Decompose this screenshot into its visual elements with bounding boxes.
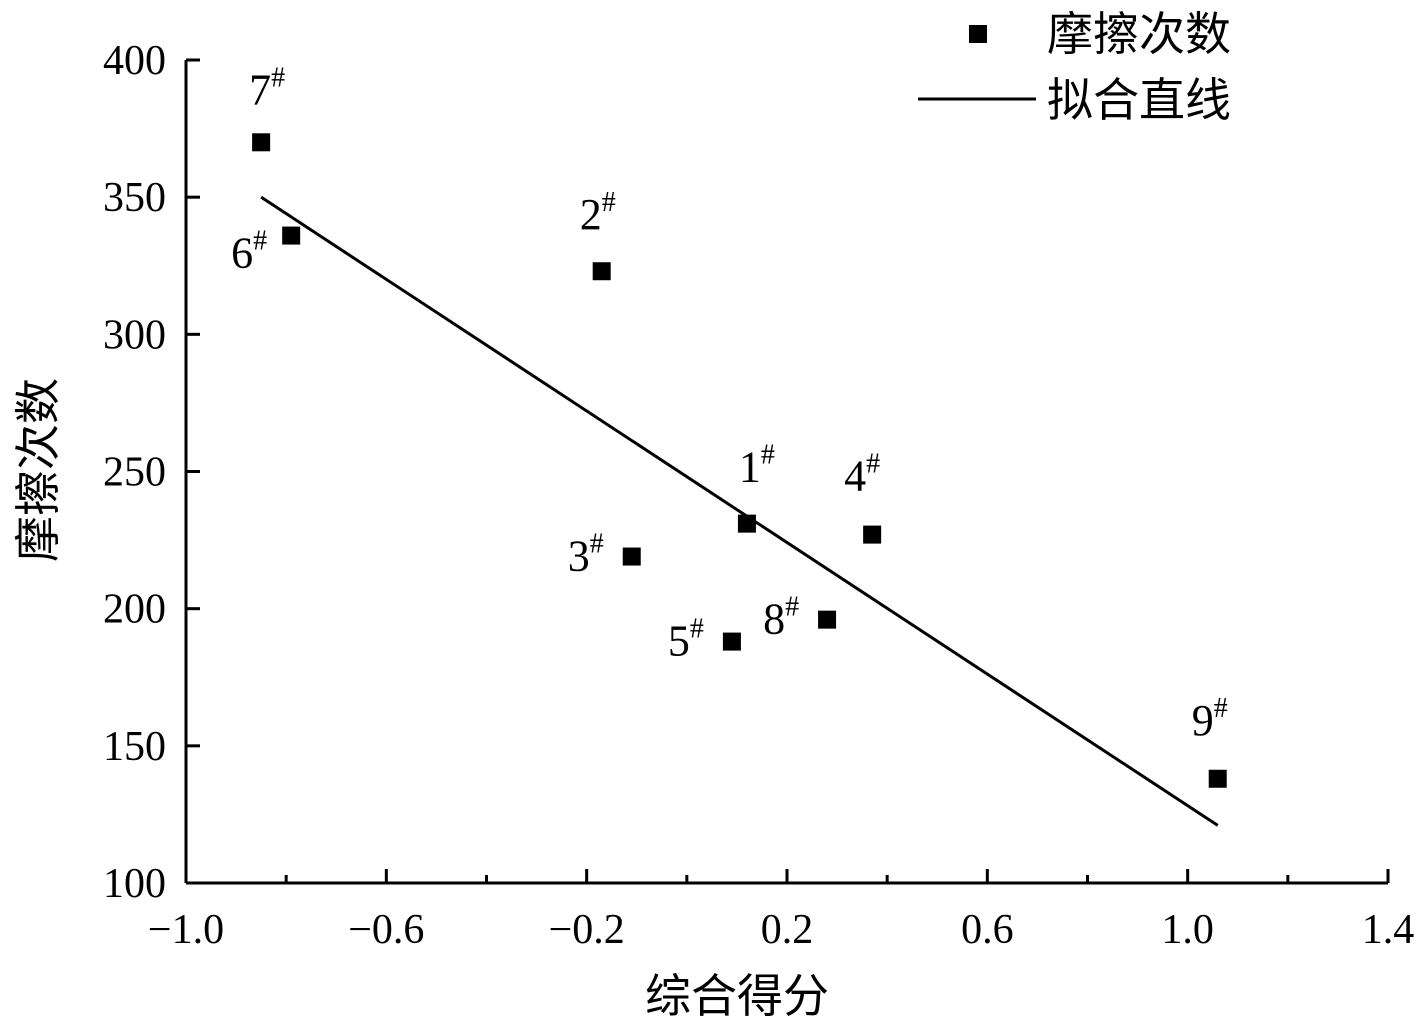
fit-line	[260, 195, 1219, 827]
axes: −1.0 −0.6 −0.2 0.2 0.6 1.0 1.4 100 150 200 250 300 3…	[103, 38, 1414, 953]
data-point	[282, 226, 301, 245]
data-point	[1208, 769, 1227, 788]
data-point	[737, 514, 756, 533]
x-axis-title: 综合得分	[645, 969, 829, 1023]
data-point	[252, 133, 271, 152]
y-tick-label: 300	[103, 312, 166, 358]
data-points	[252, 133, 1227, 788]
legend-line-label: 拟合直线	[1047, 73, 1231, 127]
y-tick-label: 200	[103, 587, 166, 633]
y-tick-label: 100	[103, 861, 166, 907]
y-tick-label: 250	[103, 450, 166, 496]
point-label: 1#	[739, 440, 775, 492]
point-label: 4#	[844, 449, 880, 501]
x-tick-label: −0.6	[348, 907, 424, 953]
legend-points-label: 摩擦次数	[1047, 7, 1231, 61]
legend-marker-square	[969, 25, 987, 43]
data-point	[863, 525, 882, 544]
x-tick-label: 0.2	[761, 907, 814, 953]
point-label: 2#	[580, 187, 616, 239]
x-tick-label: 0.6	[961, 907, 1014, 953]
x-tick-label: −1.0	[148, 907, 224, 953]
y-tick-label: 400	[103, 38, 166, 84]
x-tick-label: 1.0	[1161, 907, 1214, 953]
point-label: 7#	[249, 62, 285, 114]
point-label: 5#	[668, 614, 704, 666]
point-label: 9#	[1192, 693, 1228, 745]
y-axis-title: 摩擦次数	[11, 378, 65, 562]
legend: 摩擦次数 拟合直线	[918, 7, 1231, 127]
data-point	[818, 610, 837, 629]
x-tick-label: −0.2	[549, 907, 625, 953]
point-label: 6#	[231, 226, 267, 278]
data-point	[722, 632, 741, 651]
point-label: 8#	[763, 592, 799, 644]
x-tick-label: 1.4	[1362, 907, 1415, 953]
point-label: 3#	[568, 529, 604, 581]
point-labels: 7# 6# 2# 3# 1# 4# 5# 8# 9#	[231, 62, 1228, 744]
fit-line-layer	[260, 195, 1219, 827]
data-point	[592, 262, 611, 281]
data-point	[622, 547, 641, 566]
y-tick-label: 350	[103, 175, 166, 221]
y-tick-label: 150	[103, 724, 166, 770]
